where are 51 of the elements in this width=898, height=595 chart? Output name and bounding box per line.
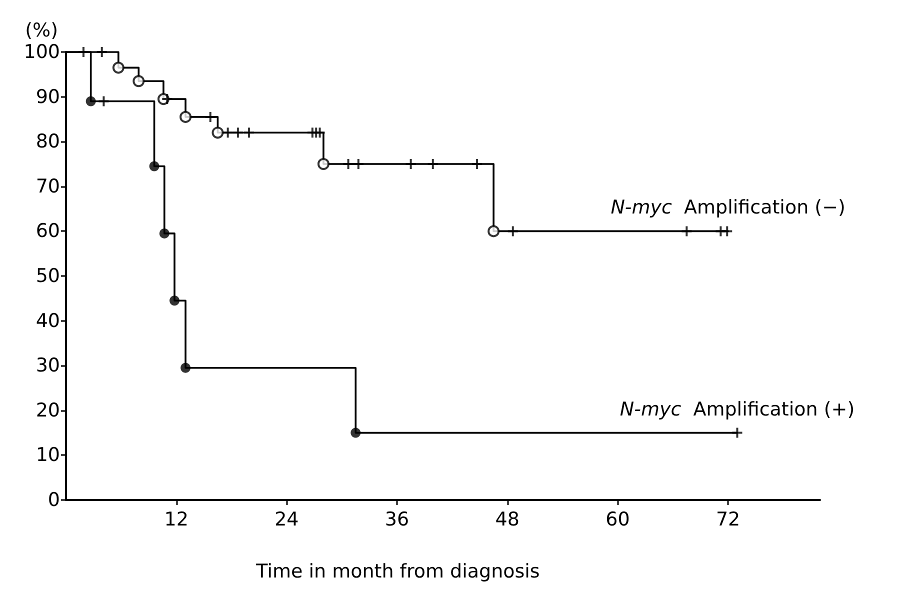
point [488,225,500,238]
point [212,126,224,139]
x-tick-label: 12 [164,508,188,530]
point [96,47,107,57]
series-label: N-myc Amplification (−) [610,196,846,219]
y-tick-label: 60 [36,220,60,242]
point [472,159,482,169]
point [682,226,692,236]
x-tick-label: 48 [495,508,520,530]
point [428,159,438,169]
point [78,47,88,57]
x-axis-title: Time in month from diagnosis [255,560,540,582]
x-tick-label: 60 [606,508,630,530]
x-tick-label: 72 [716,508,740,530]
y-tick-label: 40 [36,310,60,332]
y-tick-label: 20 [36,399,60,422]
y-tick-label: 100 [24,41,60,63]
point [205,112,216,122]
point [149,161,160,172]
point [180,110,192,123]
x-tick-label: 24 [274,508,299,530]
point [317,158,330,170]
point [170,296,180,306]
point [132,75,145,88]
x-tick-label: 36 [384,508,410,530]
y-tick-label: 0 [48,489,60,511]
y-tick-label: 30 [36,354,60,377]
point [314,128,325,138]
y-tick-label: 80 [36,130,60,153]
point [343,159,354,169]
y-tick-label: 90 [36,86,60,108]
point [162,94,172,104]
point [732,428,742,438]
point [406,159,416,169]
y-tick-label: 10 [36,444,60,466]
point [86,96,96,106]
point [508,226,518,236]
point [112,62,124,74]
point [180,362,191,373]
series-label: N-myc Amplification (+) [620,398,855,420]
point [98,96,109,106]
point [350,428,361,438]
point [222,128,233,138]
y-axis-title: (%) [25,20,58,42]
point [722,226,732,236]
point [232,128,243,138]
point [159,228,170,238]
y-tick-label: 70 [36,175,60,198]
point [244,128,254,138]
point [353,159,364,169]
y-tick-label: 50 [36,265,60,287]
